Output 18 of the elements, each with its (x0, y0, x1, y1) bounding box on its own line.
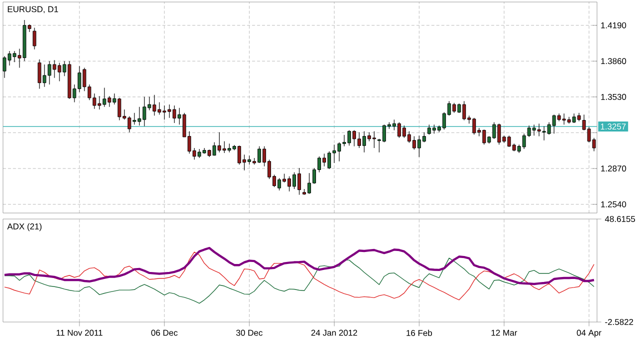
y-tick-label: 1.2540 (601, 201, 626, 208)
x-tick-label: 12 Mar (492, 330, 518, 336)
x-tick-label: 16 Feb (406, 330, 432, 336)
x-tick-label: 30 Dec (236, 330, 262, 336)
x-tick-label: 06 Dec (151, 330, 178, 336)
y-tick-label: 1.3530 (601, 94, 626, 100)
y-tick-label: 48.6155 (604, 216, 636, 222)
ref-line-label: 1.3257 (600, 124, 626, 130)
y-tick-label: -2.5822 (605, 319, 634, 325)
y-tick-label: 1.3860 (601, 58, 626, 64)
candlestick (32, 27, 36, 50)
y-tick-label: 1.2870 (601, 166, 626, 172)
x-tick-label: 04 Apr (576, 330, 602, 338)
chart-title: EURUSD, D1 (8, 6, 58, 14)
x-tick-label: 24 Jan 2012 (311, 330, 358, 336)
chart-title: ADX (21) (7, 223, 42, 232)
y-tick-label: 1.4190 (601, 22, 626, 28)
x-tick-label: 11 Nov 2011 (56, 330, 102, 336)
